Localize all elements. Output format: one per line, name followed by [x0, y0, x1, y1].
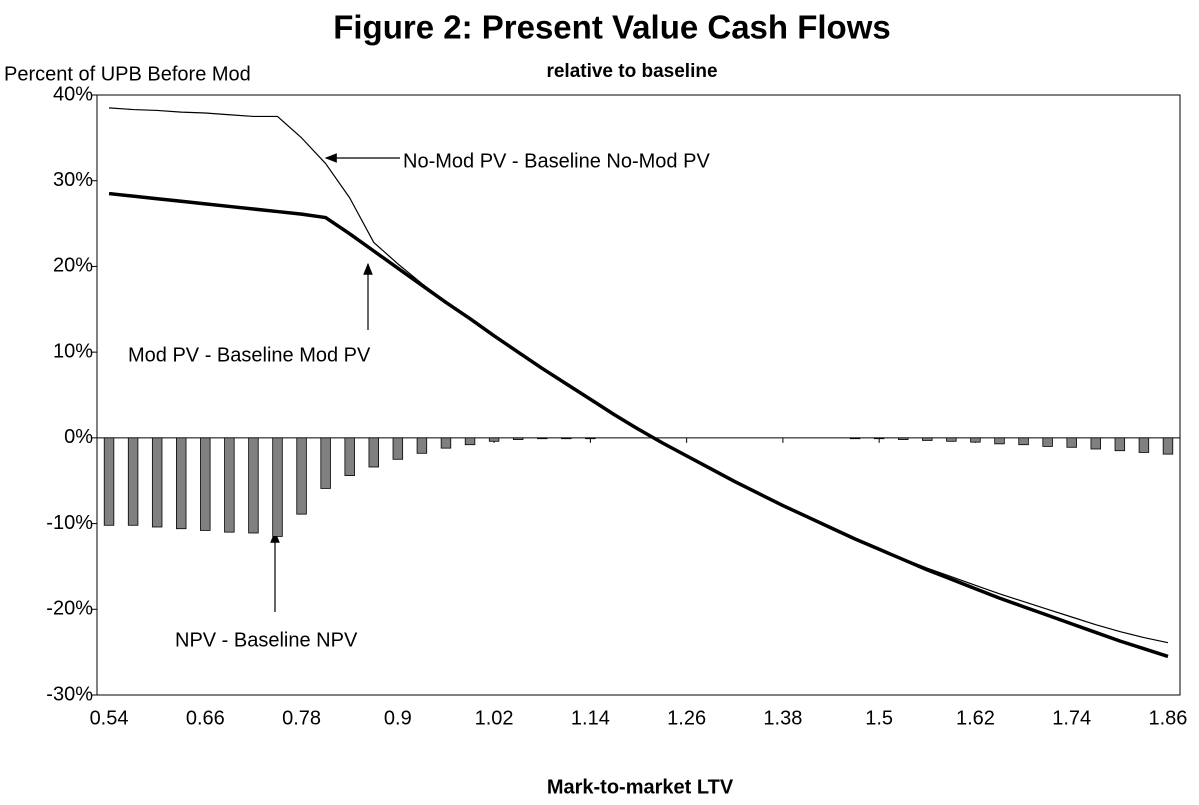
bar	[1066, 437, 1077, 448]
bar	[464, 437, 476, 446]
bar	[248, 437, 259, 534]
x-tick-label: 0.78	[282, 707, 321, 729]
bar	[873, 437, 885, 440]
y-tick-label: 0%	[64, 426, 93, 448]
bar	[970, 437, 981, 443]
bar	[1162, 437, 1174, 455]
y-tick-label: 30%	[53, 169, 93, 191]
y-tick-label: 10%	[53, 340, 93, 362]
bar	[103, 437, 115, 526]
bar	[898, 437, 909, 440]
bar	[585, 437, 596, 440]
y-tick-label: -20%	[46, 598, 93, 620]
bar	[368, 437, 379, 468]
chart-subtitle: relative to baseline	[546, 61, 717, 82]
x-tick-label: 1.14	[571, 707, 610, 729]
x-axis-label: Mark-to-market LTV	[547, 776, 734, 798]
bar	[440, 437, 452, 449]
x-tick-label: 0.66	[186, 707, 225, 729]
bar	[561, 437, 572, 440]
bar	[1018, 437, 1029, 446]
x-tick-label: 0.9	[384, 707, 412, 729]
plot-area	[96, 94, 1181, 696]
x-tick-label: 1.62	[956, 707, 995, 729]
y-tick-label: -10%	[46, 512, 93, 534]
bar	[1114, 437, 1126, 452]
bar	[488, 437, 500, 442]
bar	[1138, 437, 1150, 453]
x-tick-label: 1.74	[1052, 707, 1091, 729]
line	[108, 191, 1169, 659]
series-annotation: NPV - Baseline NPV	[175, 629, 358, 651]
chart-title: Figure 2: Present Value Cash Flows	[333, 9, 891, 46]
series-annotation: Mod PV - Baseline Mod PV	[128, 344, 371, 366]
x-tick-label: 0.54	[90, 707, 129, 729]
series-annotation: No-Mod PV - Baseline No-Mod PV	[403, 150, 710, 172]
bar	[151, 437, 163, 528]
bar	[1042, 437, 1053, 447]
y-tick-label: -30%	[46, 683, 93, 705]
bar	[1090, 437, 1101, 450]
bar	[537, 437, 548, 440]
bar	[344, 437, 355, 476]
bar	[416, 437, 428, 454]
y-tick-label: 20%	[53, 255, 93, 277]
bar	[127, 437, 139, 526]
x-tick-label: 1.38	[763, 707, 802, 729]
bar	[320, 437, 331, 489]
x-tick-label: 1.02	[475, 707, 514, 729]
bar	[946, 437, 957, 442]
y-axis-label: Percent of UPB Before Mod	[4, 63, 251, 85]
bar	[272, 437, 283, 537]
bar	[200, 437, 211, 531]
bar	[849, 437, 861, 440]
bar	[512, 437, 524, 440]
bar	[176, 437, 187, 530]
bar	[994, 437, 1005, 445]
bar	[922, 437, 933, 441]
x-tick-label: 1.26	[667, 707, 706, 729]
x-tick-label: 1.5	[865, 707, 893, 729]
bar	[224, 437, 235, 533]
bar	[392, 437, 404, 460]
x-tick-label: 1.86	[1148, 707, 1187, 729]
bar	[296, 437, 307, 515]
y-tick-label: 40%	[53, 83, 93, 105]
